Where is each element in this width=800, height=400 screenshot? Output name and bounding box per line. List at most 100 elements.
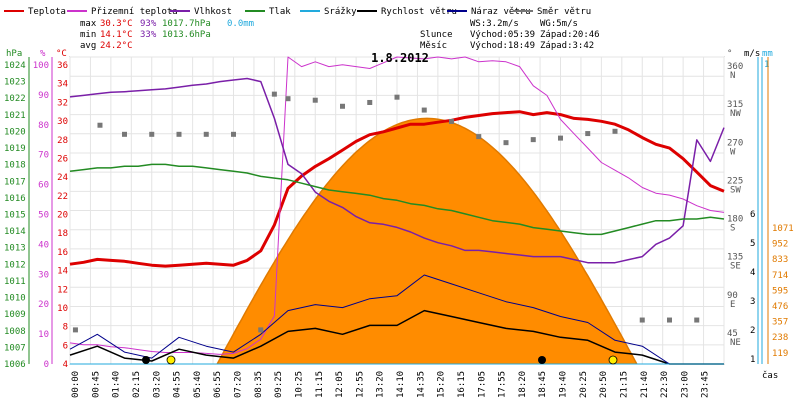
- deg-tick: 135: [727, 253, 743, 263]
- wind-direction-point: [694, 317, 700, 323]
- legend-label: Rychlost větru: [381, 7, 457, 17]
- time-tick: 21:40: [640, 371, 650, 398]
- deg-dir: N: [730, 71, 735, 81]
- c-tick: 24: [57, 173, 68, 183]
- axis-rain: mm1: [761, 49, 773, 364]
- wind-direction-point: [231, 131, 236, 137]
- wind-direction-point: [394, 94, 400, 100]
- stat-min-press: 1013.6hPa: [162, 30, 211, 40]
- time-tick: 00:00: [71, 371, 81, 398]
- deg-tick: 270: [727, 138, 743, 148]
- legend-label: Náraz větru: [471, 7, 531, 17]
- hpa-tick: 1012: [4, 260, 26, 270]
- hpa-tick: 1016: [4, 194, 26, 204]
- rad-tick: 238: [772, 333, 788, 343]
- sun-label: Slunce: [420, 30, 453, 40]
- series-line: [69, 274, 724, 365]
- time-tick: 10:25: [294, 371, 304, 398]
- pct-tick: 100: [33, 61, 49, 71]
- deg-tick: 90: [727, 291, 738, 301]
- ms-tick: 6: [750, 210, 755, 220]
- wind-wg: WG:5m/s: [540, 19, 578, 29]
- deg-tick: 225: [727, 176, 743, 186]
- time-tick: 21:15: [619, 371, 629, 398]
- time-tick: 04:55: [173, 371, 183, 398]
- hpa-tick: 1011: [4, 277, 26, 287]
- deg-tick: 45: [727, 329, 738, 339]
- pct-tick: 40: [38, 240, 49, 250]
- moon-rise: Východ:18:49: [470, 41, 535, 51]
- axis-c-unit: °C: [56, 49, 67, 59]
- pct-tick: 30: [38, 270, 49, 280]
- hpa-tick: 1020: [4, 127, 26, 137]
- c-tick: 6: [63, 341, 68, 351]
- axis-time: 00:00 00:45 01:40 02:15 03:20 04:55 05:40 06:55…: [71, 371, 711, 398]
- chart-legend: Teplota Přizemní teplota Vlhkost Tlak Srážky…: [4, 7, 591, 17]
- series-line: [69, 56, 725, 355]
- time-tick: 17:55: [498, 371, 508, 398]
- stat-max-press: 1017.7hPa: [162, 19, 211, 29]
- time-tick: 05:40: [193, 371, 203, 398]
- pct-tick: 70: [38, 151, 49, 161]
- wind-direction-point: [612, 128, 618, 134]
- pct-tick: 60: [38, 181, 49, 191]
- sunset-marker: [608, 355, 618, 365]
- time-tick: 20:50: [599, 371, 609, 398]
- rad-tick: 357: [772, 318, 788, 328]
- c-tick: 26: [57, 154, 68, 164]
- deg-dir: SW: [730, 185, 741, 195]
- wind-direction-point: [585, 131, 591, 137]
- radiation-fill: [217, 118, 637, 365]
- hpa-tick: 1007: [4, 343, 26, 353]
- time-tick: 14:10: [396, 371, 406, 398]
- wind-direction-point: [367, 99, 373, 105]
- rad-tick: 595: [772, 286, 788, 296]
- wind-direction-point: [122, 131, 127, 137]
- pct-tick: 10: [38, 330, 49, 340]
- wind-direction-point: [667, 317, 672, 323]
- legend-label: Vlhkost: [194, 7, 232, 17]
- rad-tick: 1071: [772, 224, 794, 234]
- axis-hpa: hPa 1024 1023 1022 1021 1020 1019 1018 1017 1016 1…: [4, 49, 30, 370]
- series-line: [69, 163, 725, 236]
- legend-label: Srážky: [324, 7, 357, 17]
- legend-label: Teplota: [28, 7, 66, 17]
- moon-label: Měsíc: [420, 41, 447, 51]
- time-tick: 18:45: [538, 371, 548, 398]
- time-tick: 06:55: [213, 371, 223, 398]
- time-tick: 11:15: [315, 371, 325, 398]
- c-tick: 20: [57, 211, 68, 221]
- radiation-area: [216, 117, 638, 365]
- axis-mm-unit: mm: [762, 49, 773, 59]
- time-tick: 12:05: [335, 371, 345, 398]
- pct-tick: 0: [44, 360, 49, 370]
- wind-direction-point: [558, 135, 563, 141]
- series-layer: [69, 56, 725, 365]
- chart-title: 1.8.2012: [371, 51, 429, 65]
- wind-direction-point: [149, 131, 155, 137]
- hpa-tick: 1009: [4, 310, 26, 320]
- axis-temperature: °C 36 34 32 30 28 26 24 22 20 18 16 14 12 10 8 6 4: [56, 49, 68, 370]
- legend-label: Přizemní teplota: [91, 7, 178, 17]
- wind-ws: WS:3.2m/s: [470, 19, 519, 29]
- hpa-tick: 1022: [4, 94, 26, 104]
- axis-xlabel: čas: [762, 370, 778, 381]
- astro-markers: [142, 355, 618, 365]
- c-tick: 36: [57, 61, 68, 71]
- wind-direction-point: [340, 103, 345, 109]
- c-tick: 10: [57, 304, 68, 314]
- deg-dir: NE: [730, 338, 741, 348]
- time-tick: 14:35: [416, 371, 426, 398]
- time-tick: 07:20: [234, 371, 244, 398]
- legend-label: Tlak: [269, 7, 291, 17]
- time-tick: 23:45: [701, 371, 711, 398]
- hpa-tick: 1019: [4, 144, 26, 154]
- stat-max-temp: 30.3°C: [100, 19, 133, 29]
- moonset-marker: [142, 356, 150, 364]
- stat-avg-temp: 24.2°C: [100, 41, 133, 51]
- legend-label: Směr větru: [537, 7, 591, 17]
- wind-direction-point: [176, 131, 182, 137]
- hpa-tick: 1006: [4, 360, 26, 370]
